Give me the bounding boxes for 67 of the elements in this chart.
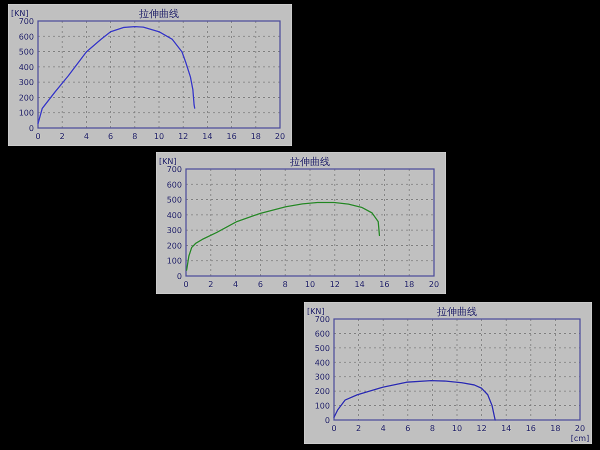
x-tick-label: 12	[330, 280, 340, 289]
x-tick-label: 8	[282, 280, 288, 289]
x-tick-label: 0	[183, 280, 189, 289]
x-tick-label: 8	[132, 132, 138, 141]
line-series	[186, 202, 380, 271]
x-tick-label: 0	[331, 424, 337, 433]
y-tick-label: 300	[314, 372, 330, 382]
x-tick-label: 18	[404, 280, 414, 289]
y-tick-label: 600	[18, 32, 34, 42]
y-tick-label: 100	[314, 402, 330, 411]
y-tick-label: 300	[18, 78, 34, 88]
y-tick-label: 0	[28, 124, 34, 133]
x-tick-label: 14	[354, 280, 365, 289]
x-tick-label: 6	[108, 132, 114, 141]
y-tick-label: 700	[166, 165, 182, 174]
y-tick-label: 0	[176, 272, 182, 281]
x-tick-label: 10	[154, 132, 164, 141]
y-tick-label: 200	[18, 93, 34, 102]
x-tick-label: 0	[35, 132, 41, 141]
y-tick-label: 700	[314, 315, 330, 324]
y-tick-label: 400	[314, 358, 330, 368]
x-tick-label: 16	[226, 132, 237, 141]
x-tick-label: 20	[274, 132, 286, 141]
x-tick-label: 10	[452, 424, 462, 433]
x-tick-label: 6	[258, 280, 263, 289]
x-tick-label: 16	[526, 424, 536, 433]
y-tick-label: 100	[18, 108, 34, 118]
x-axis-title: [cm]	[570, 434, 590, 443]
x-tick-label: 12	[476, 424, 487, 433]
y-tick-label: 0	[324, 416, 330, 425]
y-axis-title: [KN]	[159, 157, 176, 166]
y-tick-label: 700	[18, 17, 34, 26]
x-tick-label: 4	[84, 132, 89, 141]
x-tick-label: 2	[60, 132, 65, 141]
x-tick-label: 2	[356, 424, 362, 433]
x-tick-label: 18	[550, 424, 560, 433]
y-tick-label: 600	[314, 329, 330, 338]
y-tick-label: 300	[166, 226, 182, 236]
y-tick-label: 500	[18, 48, 34, 57]
y-tick-label: 200	[314, 387, 330, 396]
y-tick-label: 200	[166, 241, 182, 250]
line-series	[333, 380, 496, 421]
x-tick-label: 8	[430, 424, 435, 433]
chart-title: 拉伸曲线	[139, 8, 179, 20]
chart-title: 拉伸曲线	[437, 306, 477, 318]
x-tick-label: 18	[250, 132, 261, 141]
x-tick-label: 6	[405, 424, 410, 433]
y-tick-label: 500	[314, 344, 330, 353]
x-tick-label: 2	[208, 280, 214, 289]
y-tick-label: 400	[18, 62, 34, 72]
x-tick-label: 20	[428, 280, 440, 289]
line-series	[37, 26, 196, 124]
x-tick-label: 20	[574, 424, 586, 433]
y-tick-label: 600	[166, 180, 182, 190]
y-tick-label: 100	[166, 256, 182, 266]
x-tick-label: 14	[202, 132, 212, 141]
x-tick-label: 16	[379, 280, 390, 289]
y-tick-label: 500	[166, 196, 182, 205]
y-axis-title: [KN]	[11, 9, 28, 18]
x-tick-label: 10	[304, 280, 316, 289]
y-tick-label: 400	[166, 210, 182, 220]
x-tick-label: 4	[380, 424, 386, 433]
x-tick-label: 4	[233, 280, 238, 289]
x-tick-label: 14	[501, 424, 512, 433]
x-tick-label: 12	[178, 132, 188, 141]
chart-title: 拉伸曲线	[290, 156, 330, 168]
y-axis-title: [KN]	[307, 307, 324, 316]
